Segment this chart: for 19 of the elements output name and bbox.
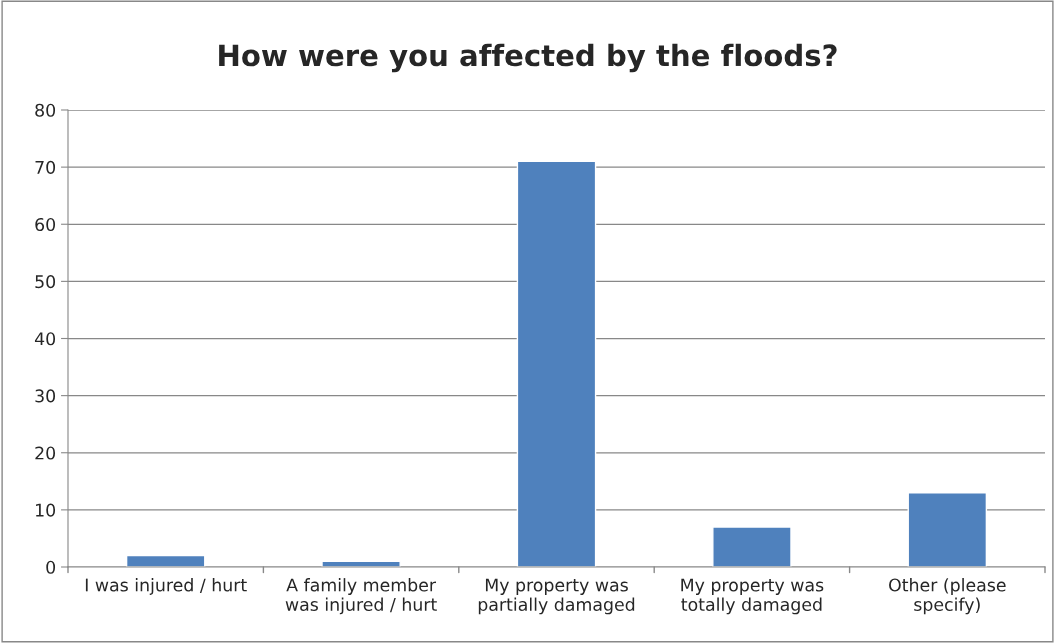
y-tick-label: 70 [35,160,56,174]
y-tick-label: 40 [34,332,56,346]
bar [712,526,792,567]
bar [125,554,206,567]
y-tick-label: 20 [35,446,56,460]
y-tick-label: 30 [35,389,56,403]
y-tick-label: 80 [35,103,56,117]
x-tick-label: My property was partially damaged [478,578,635,615]
bar [516,160,597,567]
y-tick-label: 50 [35,275,56,289]
y-tick-label: 10 [36,503,56,517]
bar [907,492,988,567]
x-tick-label: I was injured / hurt [85,578,247,595]
x-tick-label: My property was totally damaged [681,578,824,615]
x-tick-label: Other (please specify) [889,578,1006,615]
y-tick-label: 0 [46,560,56,574]
x-tick-label: A family member was injured / hurt [285,578,437,615]
y-tick-label: 60 [35,217,56,232]
chart-title: How were you affected by the floods? [219,43,837,73]
